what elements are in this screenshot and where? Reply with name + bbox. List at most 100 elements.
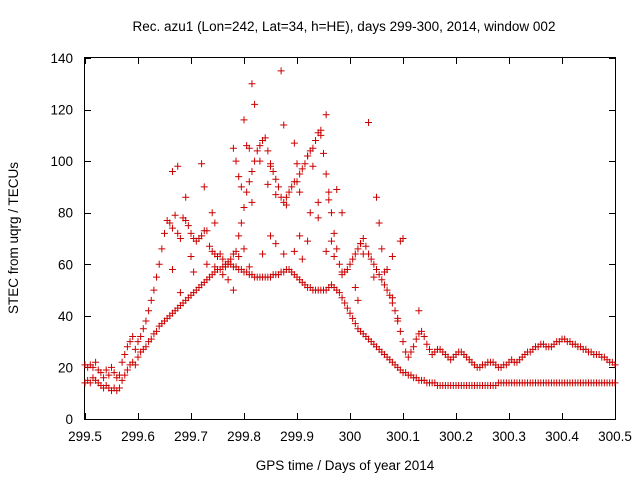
data-point	[237, 219, 245, 227]
data-point	[182, 193, 190, 201]
x-tick-label: 300.4	[545, 429, 579, 444]
data-point	[280, 250, 288, 258]
data-point	[206, 242, 214, 250]
data-point	[346, 309, 354, 317]
data-point	[426, 345, 433, 353]
data-point	[396, 237, 404, 245]
y-tick-label: 100	[50, 154, 73, 169]
data-point	[235, 253, 243, 261]
data-point	[325, 188, 333, 196]
data-point	[142, 343, 150, 351]
y-tick-label: 20	[58, 360, 73, 375]
data-point	[235, 232, 243, 240]
data-point	[245, 178, 253, 186]
data-point	[365, 118, 373, 126]
data-point	[335, 260, 343, 268]
data-point	[198, 232, 206, 240]
data-point	[272, 240, 280, 248]
data-point	[296, 188, 304, 196]
data-point	[391, 307, 399, 315]
x-tick-label: 300.5	[598, 429, 632, 444]
data-point	[216, 250, 224, 258]
data-point	[251, 100, 259, 108]
data-point	[134, 338, 142, 346]
data-point	[396, 327, 404, 335]
data-point	[245, 144, 253, 152]
data-point	[142, 317, 150, 325]
data-point	[166, 219, 174, 227]
data-point	[349, 255, 357, 263]
data-point	[147, 335, 155, 343]
data-point	[290, 139, 298, 147]
data-point	[314, 198, 322, 206]
data-point	[320, 149, 327, 157]
data-point	[219, 255, 227, 263]
y-tick-label: 80	[58, 206, 73, 221]
data-point	[187, 229, 195, 237]
data-point	[388, 294, 396, 302]
data-point	[343, 304, 351, 312]
data-point	[261, 134, 269, 142]
data-point	[322, 247, 330, 255]
data-point	[420, 332, 428, 340]
data-point	[380, 268, 388, 276]
data-point	[354, 245, 362, 253]
data-point	[153, 273, 161, 281]
chart-title: Rec. azu1 (Lon=242, Lat=34, h=HE), days …	[133, 19, 556, 34]
data-point	[203, 227, 211, 235]
data-point	[139, 325, 147, 333]
data-point	[272, 175, 280, 183]
data-point	[174, 162, 182, 170]
data-point	[211, 219, 219, 227]
data-point	[248, 80, 256, 88]
data-point	[330, 253, 338, 261]
data-point	[176, 235, 184, 242]
x-tick-label: 300.3	[492, 429, 526, 444]
data-point	[200, 183, 208, 191]
data-point	[229, 144, 237, 152]
data-point	[277, 67, 285, 75]
x-tick-labels: 299.5 299.6 299.7 299.8 299.9 300 300.1 300.2 30…	[68, 429, 632, 444]
data-point	[232, 247, 240, 255]
data-point	[92, 358, 100, 366]
data-point	[410, 343, 418, 351]
data-point	[288, 183, 296, 191]
data-point	[370, 273, 378, 281]
data-point	[367, 255, 375, 263]
x-tick-label: 300.2	[439, 429, 473, 444]
y-axis-label: STEC from uqrg / TECUs	[6, 162, 21, 314]
data-point	[333, 245, 341, 253]
data-point	[121, 371, 129, 379]
data-point	[309, 162, 317, 170]
x-tick-label: 300.1	[386, 429, 420, 444]
data-point	[248, 198, 256, 206]
data-point	[306, 209, 314, 217]
data-point	[404, 353, 412, 361]
data-point	[412, 335, 420, 343]
data-point	[314, 214, 322, 222]
data-point	[229, 286, 237, 294]
data-point	[301, 160, 309, 168]
data-point	[264, 147, 272, 155]
data-point	[97, 369, 105, 377]
data-point	[269, 167, 277, 175]
data-point	[105, 371, 113, 379]
data-point	[219, 271, 227, 279]
data-point	[325, 196, 333, 204]
data-point	[240, 116, 248, 124]
data-point	[383, 286, 391, 294]
data-point	[423, 340, 431, 348]
data-point	[187, 253, 195, 261]
data-point	[121, 351, 129, 359]
data-point	[349, 314, 357, 322]
data-point	[168, 224, 176, 232]
data-point	[203, 260, 211, 268]
data-point	[343, 265, 351, 273]
x-tick-label: 299.7	[174, 429, 208, 444]
data-point	[153, 327, 161, 335]
data-point	[285, 188, 293, 196]
data-point	[335, 289, 343, 297]
y-tick-label: 120	[50, 103, 73, 118]
data-point	[388, 253, 396, 261]
